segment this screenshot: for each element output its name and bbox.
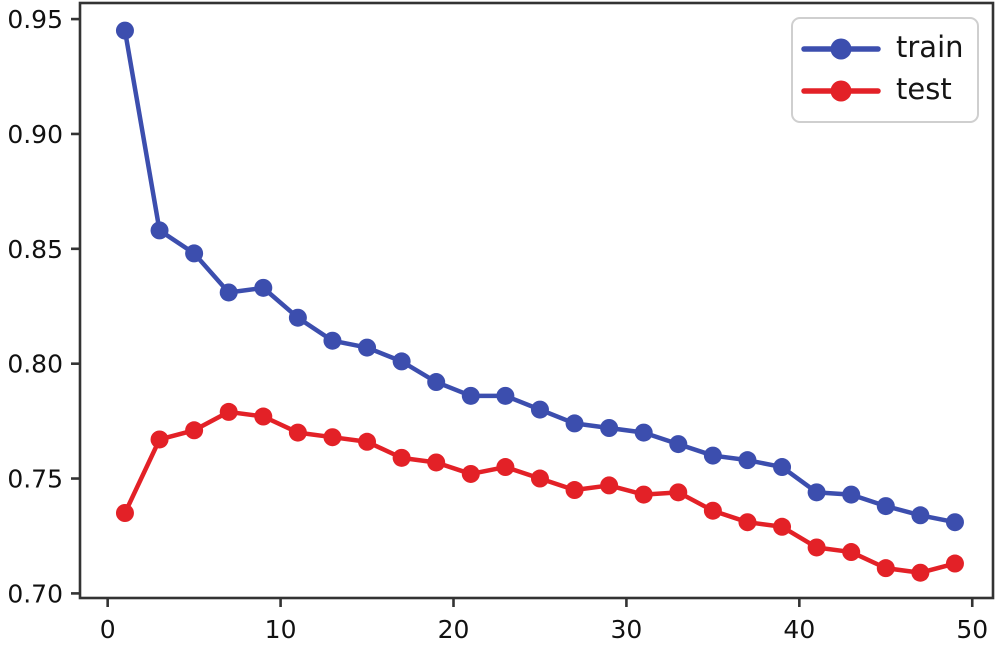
legend-label-train: train <box>896 30 964 64</box>
train-marker <box>461 386 480 405</box>
legend-entry-test: test <box>801 75 969 107</box>
test-marker <box>254 407 273 426</box>
train-marker <box>703 446 722 465</box>
train-marker <box>392 352 411 371</box>
y-tick-label: 0.80 <box>7 350 63 379</box>
y-tick-label: 0.90 <box>7 120 63 149</box>
test-marker <box>150 430 169 449</box>
y-tick-label: 0.95 <box>7 5 63 34</box>
test-marker <box>461 464 480 483</box>
test-marker <box>807 538 826 557</box>
train-marker <box>945 513 964 532</box>
x-tick-label: 50 <box>956 615 988 644</box>
test-marker <box>842 543 861 562</box>
train-marker <box>669 435 688 454</box>
test-marker <box>945 554 964 573</box>
test-marker <box>323 428 342 447</box>
train-marker <box>115 21 134 40</box>
train-marker <box>288 308 307 327</box>
train-marker <box>565 414 584 433</box>
test-marker <box>219 402 238 421</box>
train-marker <box>427 373 446 392</box>
train-marker <box>530 400 549 419</box>
test-marker <box>600 476 619 495</box>
y-tick-label: 0.70 <box>7 579 63 608</box>
test-marker <box>876 559 895 578</box>
x-tick-label: 30 <box>611 615 643 644</box>
x-tick-label: 10 <box>265 615 297 644</box>
train-marker <box>634 423 653 442</box>
test-marker <box>565 481 584 500</box>
test-marker <box>427 453 446 472</box>
axes-box <box>78 1 995 600</box>
test-marker <box>773 517 792 536</box>
train-marker <box>219 283 238 302</box>
legend-label-test: test <box>896 72 952 106</box>
train-marker <box>807 483 826 502</box>
test-marker <box>669 483 688 502</box>
line-marker-swatch-icon <box>801 38 881 60</box>
test-marker <box>634 485 653 504</box>
y-tick-label: 0.85 <box>7 235 63 264</box>
test-marker <box>703 501 722 520</box>
train-marker <box>600 419 619 437</box>
test-marker <box>185 421 204 440</box>
test-marker <box>392 448 411 467</box>
train-marker <box>150 221 169 240</box>
train-marker <box>842 485 861 504</box>
x-tick-label: 20 <box>438 615 470 644</box>
test-marker <box>115 504 134 522</box>
test-marker <box>288 423 307 442</box>
x-tick-label: 0 <box>100 615 116 644</box>
train-marker <box>773 458 792 477</box>
train-marker <box>323 331 342 350</box>
train-marker <box>876 497 895 516</box>
test-marker <box>911 563 930 582</box>
train-marker <box>738 451 757 470</box>
test-marker <box>530 469 549 488</box>
test-marker <box>358 432 377 451</box>
y-tick-label: 0.75 <box>7 465 63 494</box>
legend: train test <box>791 17 979 123</box>
train-marker <box>911 506 930 525</box>
train-marker <box>358 338 377 357</box>
line-marker-swatch-icon <box>801 80 881 102</box>
train-marker <box>496 386 515 405</box>
train-marker <box>254 278 273 297</box>
test-marker <box>738 513 757 532</box>
x-tick-label: 40 <box>783 615 815 644</box>
train-marker <box>185 244 204 263</box>
legend-entry-train: train <box>801 33 969 65</box>
test-marker <box>496 458 515 477</box>
